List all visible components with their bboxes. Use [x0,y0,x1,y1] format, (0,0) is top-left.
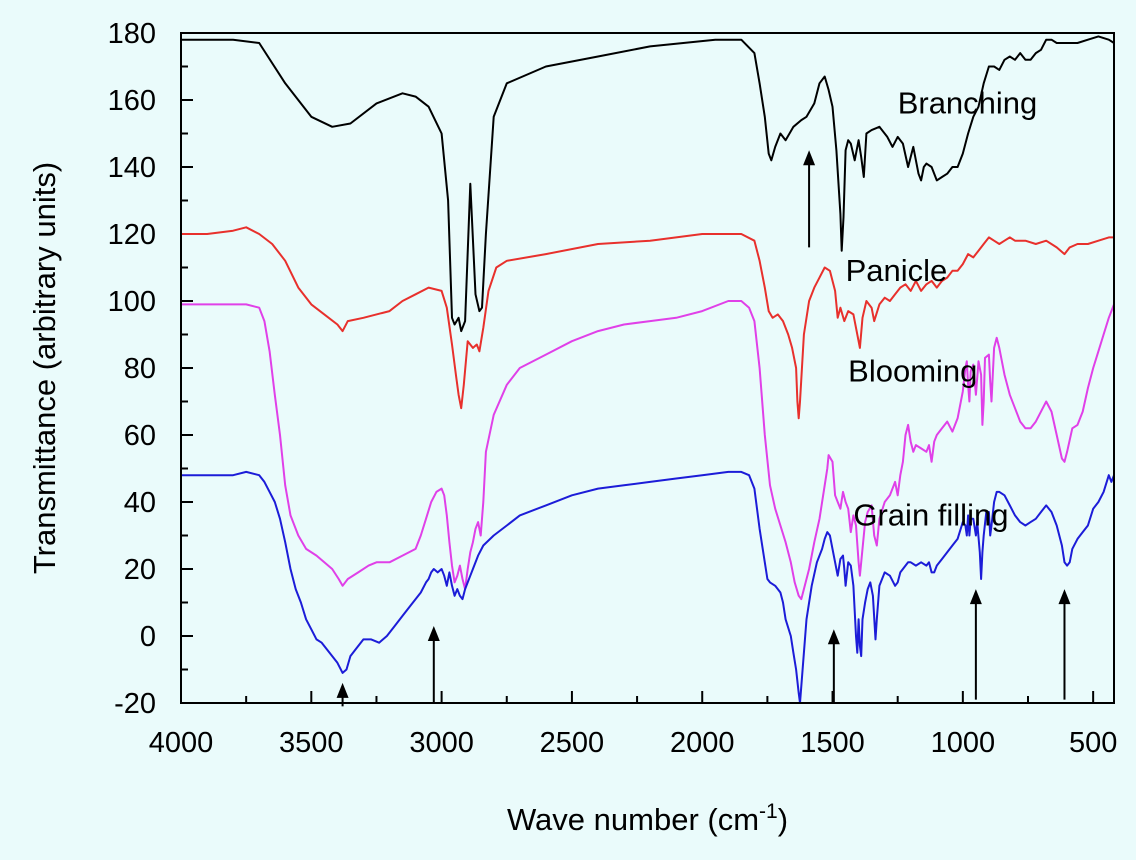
peak-arrow [969,589,982,700]
series-label-branching: Branching [898,85,1038,120]
arrow-head [427,625,440,641]
series-line-branching [181,35,1115,333]
series-label-panicle: Panicle [846,253,948,288]
y-tick-label: 120 [108,219,156,251]
y-tick-label: 100 [108,286,156,318]
x-tick-label: 500 [1069,727,1117,759]
y-tick-label: 160 [108,85,156,117]
plot-frame [180,32,1115,704]
x-tick-label: 1500 [800,727,865,759]
series-label-grain-filling: Grain filling [853,497,1008,532]
arrow-head [336,682,349,698]
x-tick-label: 2500 [540,727,605,759]
series-line-blooming [181,300,1115,601]
x-tick-label: 3000 [409,727,474,759]
y-tick-label: 140 [108,152,156,184]
x-tick-label: 3500 [279,727,344,759]
peak-arrow [336,682,349,707]
y-tick-label: 40 [124,487,156,519]
x-tick-label: 1000 [931,727,996,759]
series-line-grain-filling [181,470,1115,704]
x-axis-label: Wave number (cm-1) [507,800,788,837]
axis-ticks: 4000 3500 3000 2500 2000 1500 1000 500 -20 0 20 40 6… [108,18,1118,759]
y-tick-label: 0 [140,621,156,653]
x-tick-label: 2000 [670,727,735,759]
peak-arrow [827,629,840,703]
peak-arrows [336,150,1071,707]
peak-arrow [1058,589,1071,700]
arrow-head [803,150,816,166]
series-labels: Branching Panicle Blooming Grain filling [846,85,1038,532]
y-tick-label: 180 [108,18,156,50]
y-tick-label: 20 [124,554,156,586]
y-axis-label: Transmittance (arbitrary units) [27,162,62,574]
peak-arrow [803,150,816,248]
y-tick-label: 80 [124,353,156,385]
y-tick-label: -20 [114,688,156,720]
series-label-blooming: Blooming [848,353,977,388]
x-tick-label: 4000 [149,727,214,759]
y-tick-label: 60 [124,420,156,452]
peak-arrow [427,625,440,703]
arrow-head [827,629,840,645]
arrow-head [969,589,982,605]
arrow-head [1058,589,1071,605]
series-line-panicle [181,226,1114,420]
spectra-series [181,35,1115,704]
